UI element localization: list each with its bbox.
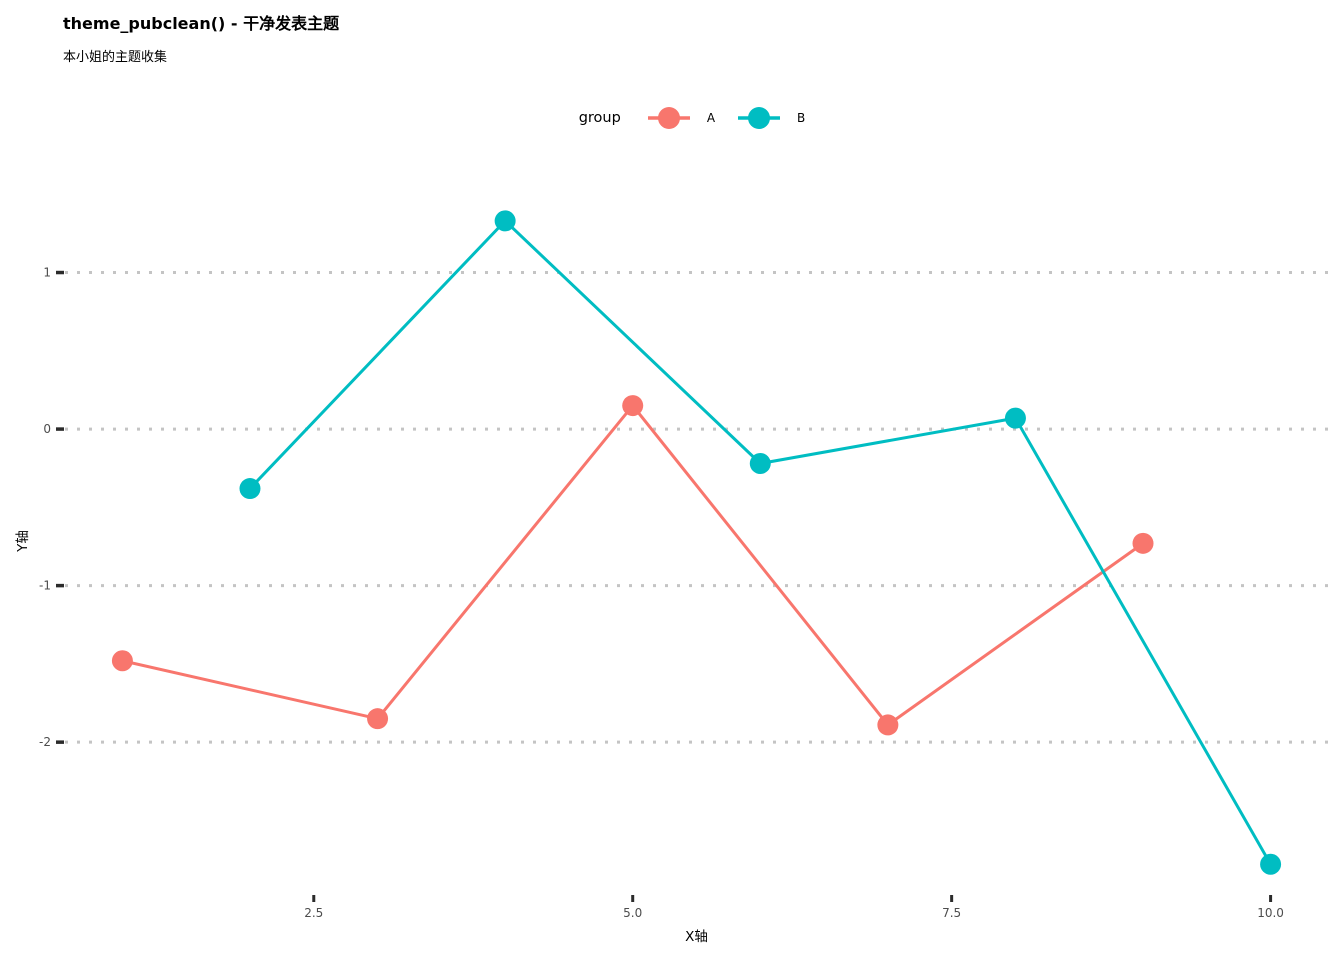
plot-subtitle: 本小姐的主题收集	[63, 50, 168, 65]
series-a-point-x5	[622, 395, 644, 417]
series-b-point-x2	[239, 478, 261, 500]
y-tick-label: -2	[39, 735, 51, 749]
x-tick-label: 10.0	[1257, 906, 1284, 920]
series-a-point-x1	[111, 650, 133, 672]
series-b-point-x6	[749, 453, 771, 475]
x-tick-label: 5.0	[623, 906, 642, 920]
series-a-line	[122, 404, 1144, 727]
series-b-point-x10	[1260, 853, 1282, 875]
x-tick-label: 2.5	[304, 906, 323, 920]
y-axis-title: Y轴	[15, 530, 31, 552]
series-a-point-x7	[877, 714, 899, 736]
legend-key-b-icon	[738, 107, 781, 129]
plot-title: theme_pubclean() - 干净发表主题	[63, 14, 340, 33]
legend-label-a: A	[706, 111, 716, 125]
legend-label-b: B	[797, 111, 806, 125]
legend-title: group	[578, 110, 621, 126]
legend: group A B	[40, 98, 1344, 138]
legend-item-a: A	[647, 104, 715, 132]
x-axis-title: X轴	[685, 929, 708, 945]
x-tick-label: 7.5	[942, 906, 961, 920]
series-b-line	[248, 219, 1272, 866]
legend-item-b: B	[737, 104, 805, 132]
y-tick-label: 0	[43, 422, 51, 436]
series-b-point-x8	[1004, 407, 1026, 429]
y-tick-label: -1	[39, 579, 51, 593]
series-b-point-x4	[494, 210, 516, 232]
series-a-point-x3	[367, 708, 389, 730]
legend-key-a-icon	[647, 107, 690, 129]
series-a-point-x9	[1132, 532, 1154, 554]
y-tick-label: 1	[43, 266, 51, 280]
